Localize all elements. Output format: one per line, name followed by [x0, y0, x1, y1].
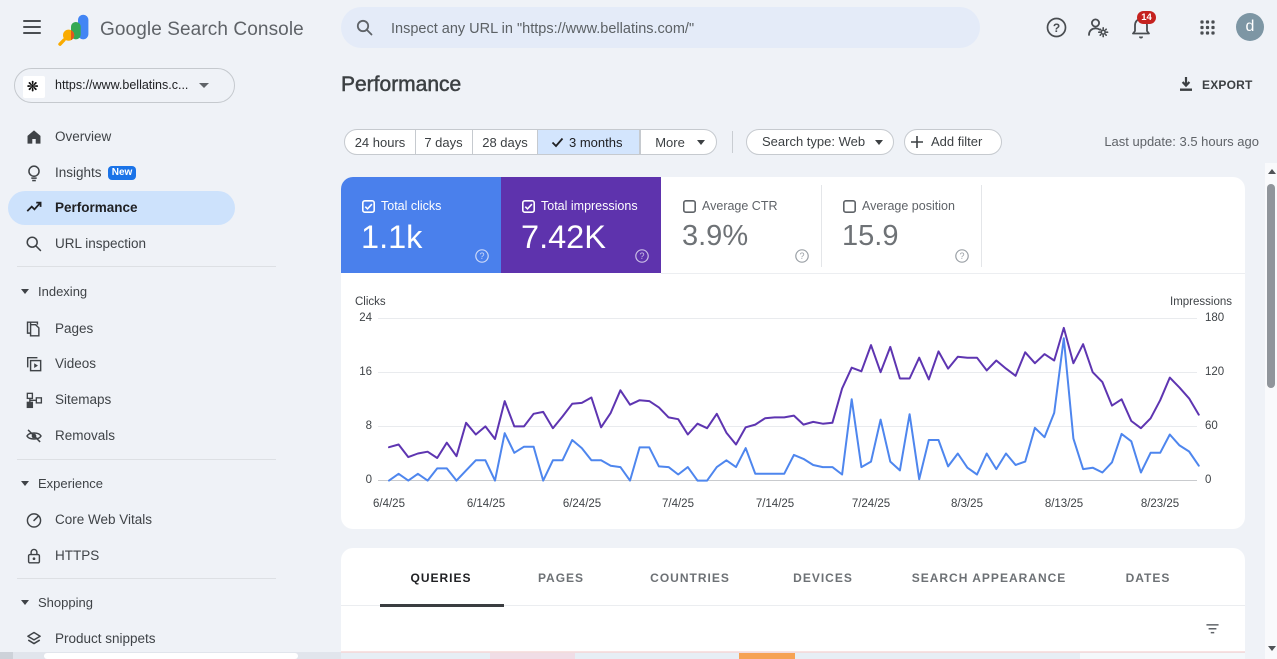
svg-text:?: ?	[639, 251, 644, 261]
svg-text:?: ?	[1053, 21, 1060, 35]
svg-text:?: ?	[479, 251, 484, 261]
svg-text:?: ?	[799, 251, 804, 261]
svg-text:?: ?	[959, 251, 964, 261]
